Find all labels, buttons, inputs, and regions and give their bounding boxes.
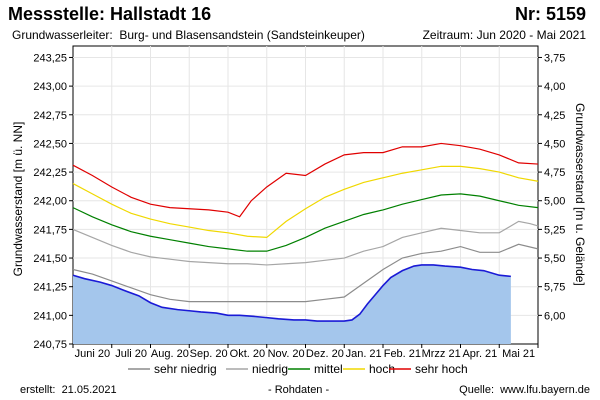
series-line-sehr-niedrig [72, 243, 539, 303]
x-tick-label: Mrzz 21 [422, 348, 461, 360]
y-tick-label: 242,50 [33, 138, 67, 150]
legend-label: niedrig [252, 362, 288, 376]
raw-data-note: - Rohdaten - [268, 384, 330, 396]
y-tick-label: 242,75 [33, 110, 67, 122]
y2-tick-label: 5,75 [544, 282, 565, 294]
measured-area [73, 264, 511, 344]
y2-tick-label: 4,50 [544, 138, 565, 150]
x-tick-label: Apr. 21 [462, 348, 497, 360]
y-tick-label: 243,00 [33, 81, 67, 93]
station-number: Nr: 5159 [514, 4, 586, 24]
legend-label: sehr niedrig [154, 362, 217, 376]
x-tick-label: Juni 20 [75, 348, 110, 360]
legend-label: hoch [369, 362, 395, 376]
y-tick-label: 243,25 [33, 52, 67, 64]
y2-tick-label: 5,00 [544, 196, 565, 208]
y-tick-label: 241,25 [33, 282, 67, 294]
created-date: erstellt: 21.05.2021 [20, 384, 117, 396]
legend-label: mittel [314, 362, 343, 376]
y-tick-label: 241,00 [33, 310, 67, 322]
y-tick-label: 241,50 [33, 253, 67, 265]
y2-tick-label: 4,75 [544, 167, 565, 179]
x-tick-label: Okt. 20 [230, 348, 265, 360]
y2-tick-label: 3,75 [544, 52, 565, 64]
y2-tick-label: 5,25 [544, 224, 565, 236]
x-tick-label: Feb. 21 [384, 348, 421, 360]
source-link[interactable]: Quelle: www.lfu.bayern.de [459, 384, 590, 396]
y-tick-label: 240,75 [33, 339, 67, 351]
x-tick-label: Dez. 20 [306, 348, 344, 360]
series-line-measured [72, 264, 511, 322]
y2-tick-label: 4,00 [544, 81, 565, 93]
x-tick-label: Nov. 20 [268, 348, 305, 360]
station-title: Messstelle: Hallstadt 16 [8, 4, 212, 24]
series-line-hoch [72, 165, 539, 239]
y2-tick-label: 5,50 [544, 253, 565, 265]
period-label: Zeitraum: Jun 2020 - Mai 2021 [422, 28, 586, 42]
y-tick-label: 241,75 [33, 224, 67, 236]
series-line-sehr-hoch [72, 142, 539, 218]
x-tick-label: Juli 20 [115, 348, 147, 360]
y2-tick-label: 6,00 [544, 310, 565, 322]
series-line-mittel [72, 193, 539, 252]
x-tick-label: Jan. 21 [346, 348, 382, 360]
y2-tick-label: 4,25 [544, 110, 565, 122]
legend-label: sehr hoch [415, 362, 468, 376]
series-line-niedrig [72, 220, 539, 266]
x-tick-label: Aug. 20 [151, 348, 189, 360]
x-tick-label: Mai 21 [502, 348, 535, 360]
x-tick-label: Sep. 20 [190, 348, 228, 360]
y-tick-label: 242,25 [33, 167, 67, 179]
y-tick-label: 242,00 [33, 196, 67, 208]
aquifer-label: Grundwasserleiter: Burg- und Blasensands… [12, 28, 365, 42]
